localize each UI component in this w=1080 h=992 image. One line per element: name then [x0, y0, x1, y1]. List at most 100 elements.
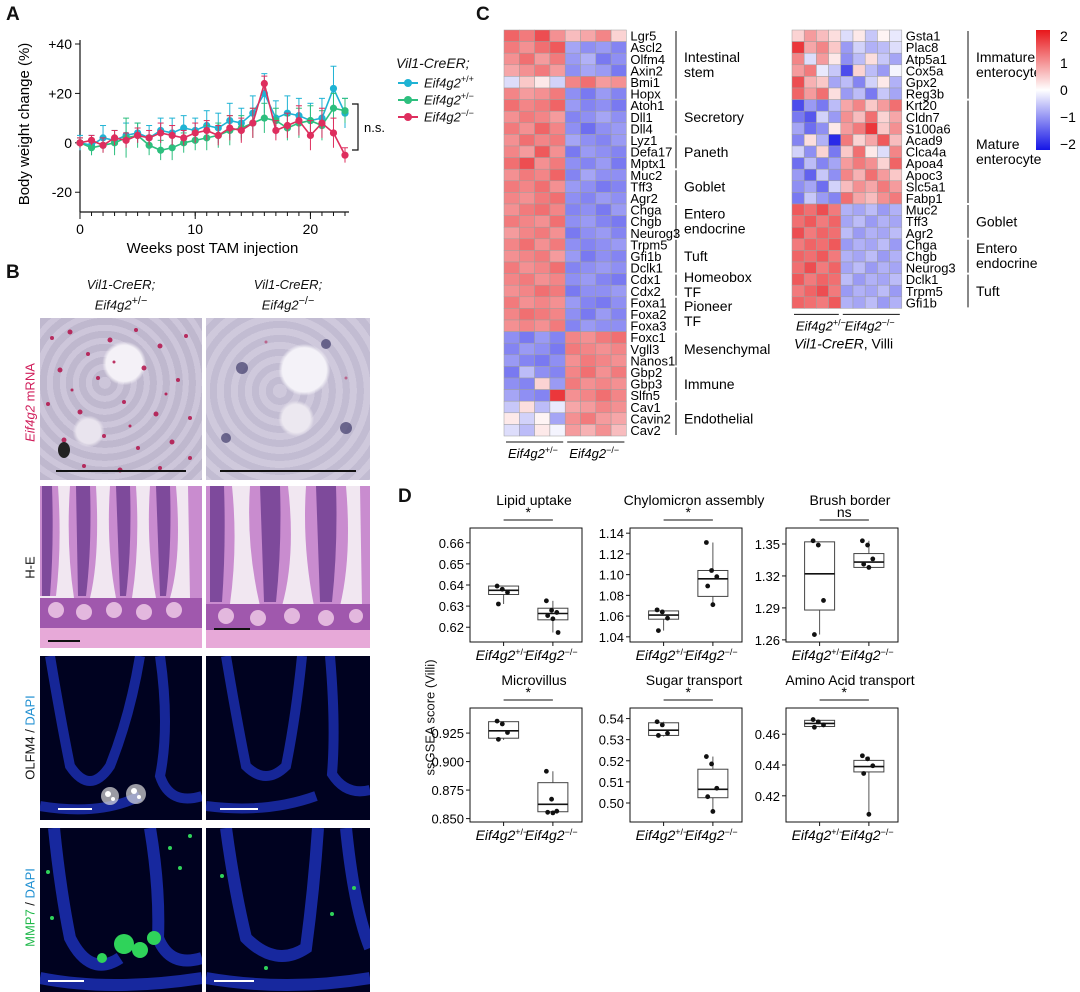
group-label: Mature enterocyte	[976, 136, 1042, 167]
gene-label: Chga	[630, 203, 662, 218]
heatmap-cell	[852, 238, 866, 251]
row-label-mmp7: MMP7 / DAPI	[22, 868, 38, 947]
panel-label-c: C	[476, 4, 490, 25]
heatmap-cell	[519, 366, 535, 379]
data-point	[654, 607, 660, 613]
plot-frame	[469, 707, 583, 823]
heatmap-cell	[610, 145, 627, 158]
group-label: Tuft	[684, 248, 708, 264]
data-point	[710, 602, 716, 608]
heatmap-cell	[549, 29, 566, 42]
gene-label: Lyz1	[630, 133, 657, 148]
heatmap-cell	[595, 400, 612, 414]
y-tick-label: 1.12	[599, 547, 624, 562]
heatmap-cell	[595, 168, 612, 182]
heatmap-cell	[803, 250, 817, 263]
heatmap-cell	[840, 99, 854, 112]
heatmap-cell	[564, 41, 581, 54]
heatmap-cell	[595, 389, 612, 402]
heatmap-cell	[534, 192, 551, 205]
data-point	[815, 542, 821, 548]
heatmap-cell	[503, 64, 520, 77]
data-point	[295, 116, 303, 125]
heatmap-cell	[534, 215, 551, 228]
heatmap-cell	[564, 192, 581, 205]
heatmap-cell	[864, 180, 878, 193]
heatmap-cell	[549, 412, 566, 425]
heatmap-cell	[610, 424, 627, 437]
data-point	[329, 104, 338, 112]
y-tick-label: 0.63	[439, 599, 464, 614]
heatmap-cell	[564, 284, 581, 298]
heatmap-cell	[840, 296, 854, 309]
gene-label: Gfi1b	[630, 249, 661, 264]
heatmap-cell	[816, 41, 829, 54]
heatmap-cell	[503, 354, 520, 367]
box	[804, 541, 836, 611]
heatmap-cell	[534, 145, 551, 158]
heatmap-cell	[503, 52, 520, 66]
heatmap-cell	[803, 145, 817, 158]
heatmap-cell	[610, 168, 627, 182]
heatmap-cell	[864, 87, 878, 100]
heatmap-cell	[852, 203, 866, 216]
heatmap-cell	[852, 215, 866, 228]
heatmap-cell	[610, 110, 627, 124]
heatmap-cell	[840, 52, 854, 66]
legend-dot	[404, 79, 412, 87]
heatmap-cell	[840, 29, 854, 42]
heatmap-cell	[852, 110, 866, 124]
heatmap-cell	[791, 64, 805, 77]
heatmap-cell	[580, 52, 597, 66]
heatmap-cell	[595, 226, 612, 240]
data-point	[341, 107, 349, 115]
heatmap-cell	[816, 76, 829, 89]
gene-label: Agr2	[906, 226, 933, 241]
heatmap-cell	[595, 41, 612, 54]
heatmap-cell	[580, 273, 597, 286]
heatmap-cell	[534, 424, 551, 437]
boxplot-title: Brush border	[810, 492, 891, 508]
heatmap-cell	[519, 296, 535, 309]
y-tick-label: 0.52	[599, 754, 624, 769]
heatmap-cell	[580, 168, 597, 182]
heatmap-cell	[595, 284, 612, 298]
gene-label: S100a6	[906, 121, 951, 136]
heatmap-cell	[840, 76, 854, 89]
heatmap-cell	[877, 29, 890, 42]
gene-label: Foxc1	[630, 330, 665, 345]
heatmap-cell	[877, 273, 890, 286]
heatmap-cell	[503, 308, 520, 321]
gene-label: Chgb	[630, 214, 661, 229]
heatmap-cell	[595, 308, 612, 321]
gene-label: Gpx2	[906, 75, 937, 90]
gene-label: Nanos1	[630, 353, 675, 368]
group-label: Goblet	[976, 213, 1017, 229]
heatmap-cell	[816, 157, 829, 170]
heatmap-cell	[610, 319, 627, 332]
heatmap-cell	[889, 157, 903, 170]
heatmap-cell	[610, 238, 627, 251]
data-point	[861, 771, 867, 776]
data-point	[861, 561, 867, 567]
heatmap-cell	[816, 273, 829, 286]
heatmap-cell	[864, 145, 878, 158]
data-point	[494, 718, 500, 724]
data-point	[260, 114, 268, 122]
heatmap-cell	[503, 319, 520, 332]
gene-label: Hopx	[630, 87, 661, 102]
heatmap-cell	[549, 99, 566, 112]
heatmap-cell	[580, 41, 597, 54]
heatmap-cell	[534, 238, 551, 251]
data-point	[249, 119, 257, 127]
y-tick-label: 0.64	[439, 578, 464, 593]
row-label-olfm4: OLFM4 / DAPI	[22, 695, 38, 780]
heatmap-caption: Vil1-CreER, Crypts	[506, 463, 624, 464]
heatmap-cell	[549, 331, 566, 344]
heatmap-cell	[889, 29, 903, 42]
group-label: Entero endocrine	[684, 205, 746, 236]
group-label: Tuft	[976, 283, 1000, 299]
heatmap-cell	[828, 29, 842, 42]
heatmap-cell	[564, 122, 581, 135]
heatmap-cell	[889, 76, 903, 89]
